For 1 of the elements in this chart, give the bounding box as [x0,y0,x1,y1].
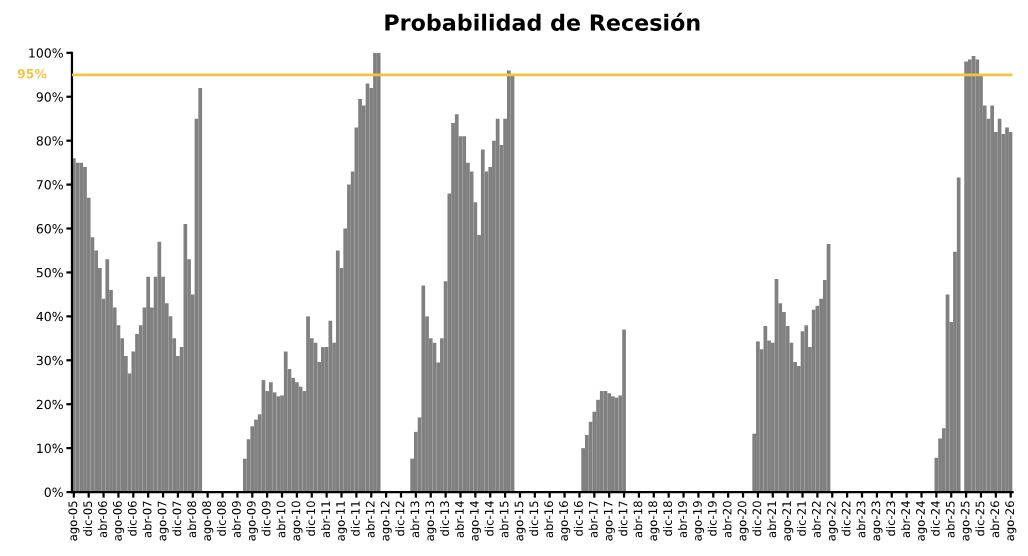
chart-title: Probabilidad de Recesión [385,12,700,31]
